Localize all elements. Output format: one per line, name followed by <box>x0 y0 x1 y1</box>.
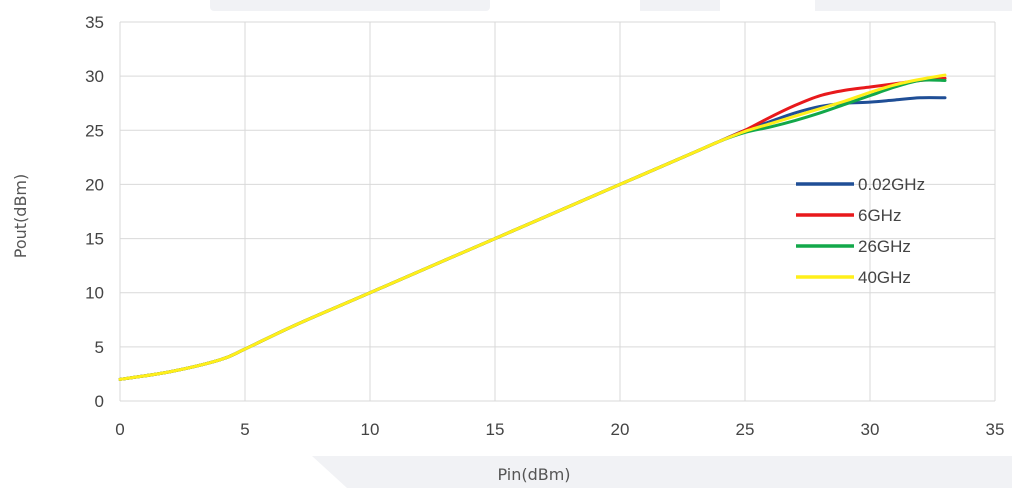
series-lines <box>120 75 945 379</box>
legend-label: 26GHz <box>858 237 911 256</box>
x-tick-label: 20 <box>611 420 630 439</box>
y-tick-label: 10 <box>85 284 104 303</box>
series-line-6ghz <box>120 78 945 379</box>
y-tick-label: 25 <box>85 121 104 140</box>
y-tick-label: 0 <box>95 392 104 411</box>
series-line-26ghz <box>120 80 945 379</box>
x-tick-label: 10 <box>361 420 380 439</box>
x-tick-label: 5 <box>240 420 249 439</box>
y-tick-label: 30 <box>85 67 104 86</box>
x-tick-label: 30 <box>861 420 880 439</box>
y-tick-label: 5 <box>95 338 104 357</box>
y-tick-label: 35 <box>85 13 104 32</box>
legend-label: 0.02GHz <box>858 175 925 194</box>
x-tick-label: 15 <box>486 420 505 439</box>
y-tick-label: 15 <box>85 230 104 249</box>
legend-label: 6GHz <box>858 206 901 225</box>
x-tick-label: 25 <box>736 420 755 439</box>
x-tick-label: 35 <box>986 420 1005 439</box>
series-line-40ghz <box>120 75 945 379</box>
y-axis-title: Pout(dBm) <box>11 174 30 258</box>
legend: 0.02GHz 6GHz 26GHz 40GHz <box>796 175 925 287</box>
x-tick-label: 0 <box>115 420 124 439</box>
y-tick-label: 20 <box>85 175 104 194</box>
legend-label: 40GHz <box>858 268 911 287</box>
x-axis-title: Pin(dBm) <box>497 465 570 484</box>
tick-labels: 0 5 10 15 20 25 30 35 0 5 10 15 20 25 30 35 <box>85 13 1004 439</box>
